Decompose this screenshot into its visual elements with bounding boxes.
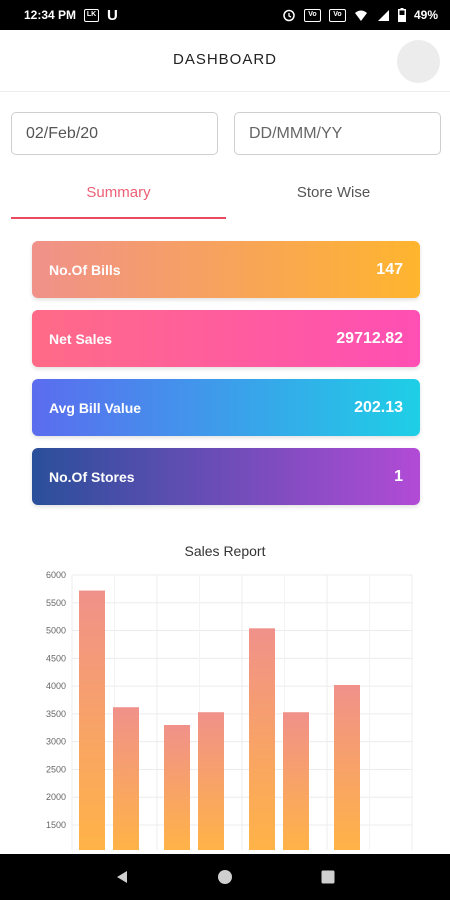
card-value: 147 <box>376 260 403 278</box>
battery-icon <box>397 8 406 22</box>
y-tick-label: 4000 <box>46 681 66 691</box>
card-label: Avg Bill Value <box>49 399 142 416</box>
recents-button[interactable] <box>308 857 348 897</box>
bar[interactable] <box>334 685 360 850</box>
status-bar: 12:34 PM LK U Vo Vo 49% <box>0 0 450 30</box>
card-no-of-stores: No.Of Stores 1 <box>32 448 420 505</box>
y-tick-label: 5000 <box>46 626 66 636</box>
card-value: 29712.82 <box>336 329 403 347</box>
card-value: 1 <box>394 467 403 485</box>
status-left: 12:34 PM LK U <box>24 7 118 24</box>
y-axis-ticks: 6000 5500 5000 4500 4000 3500 3000 2500 2000 1500 <box>46 570 66 830</box>
bar[interactable] <box>198 712 224 850</box>
home-button[interactable] <box>205 857 245 897</box>
tab-bar: Summary Store Wise <box>11 172 441 220</box>
avatar[interactable] <box>397 40 440 83</box>
from-date-input[interactable] <box>11 112 218 155</box>
y-tick-label: 2500 <box>46 764 66 774</box>
chart-title: Sales Report <box>184 543 266 559</box>
lk-icon: LK <box>84 8 100 22</box>
battery-percent: 49% <box>413 8 438 22</box>
y-tick-label: 4500 <box>46 653 66 663</box>
bar[interactable] <box>113 707 139 850</box>
chart-bars <box>79 590 360 850</box>
card-label: No.Of Stores <box>49 468 135 485</box>
card-no-of-bills: No.Of Bills 147 <box>32 241 420 298</box>
volte2-icon: Vo <box>328 8 346 22</box>
tab-summary[interactable]: Summary <box>11 172 226 220</box>
card-label: Net Sales <box>49 330 113 347</box>
home-icon <box>217 870 232 884</box>
status-time: 12:34 PM <box>24 8 77 22</box>
bar[interactable] <box>79 590 105 850</box>
bar[interactable] <box>164 725 190 850</box>
system-nav-bar <box>0 854 450 900</box>
card-avg-bill-value: Avg Bill Value 202.13 <box>32 379 420 436</box>
y-tick-label: 2000 <box>46 792 66 802</box>
recents-icon <box>321 870 335 884</box>
card-label: No.Of Bills <box>49 261 121 278</box>
back-icon <box>116 871 127 883</box>
u-icon: U <box>107 6 118 24</box>
back-button[interactable] <box>102 857 142 897</box>
app-header: DASHBOARD <box>0 30 450 92</box>
alarm-icon <box>282 8 296 22</box>
y-tick-label: 1500 <box>46 820 66 830</box>
y-tick-label: 5500 <box>46 598 66 608</box>
page-title: DASHBOARD <box>172 51 278 68</box>
y-tick-label: 3000 <box>46 737 66 747</box>
status-right: Vo Vo 49% <box>282 8 438 22</box>
bar[interactable] <box>283 712 309 850</box>
tab-store-wise[interactable]: Store Wise <box>296 184 371 201</box>
y-tick-label: 6000 <box>46 570 66 580</box>
card-value: 202.13 <box>354 398 403 416</box>
y-tick-label: 3500 <box>46 709 66 719</box>
volte-icon: Vo <box>303 8 321 22</box>
sales-report-chart: 6000 5500 5000 4500 4000 3500 3000 2500 2000 1500 <box>46 570 413 850</box>
wifi-icon <box>354 9 368 22</box>
signal-icon <box>376 9 390 22</box>
bar[interactable] <box>249 628 275 850</box>
card-net-sales: Net Sales 29712.82 <box>32 310 420 367</box>
to-date-input[interactable] <box>234 112 441 155</box>
